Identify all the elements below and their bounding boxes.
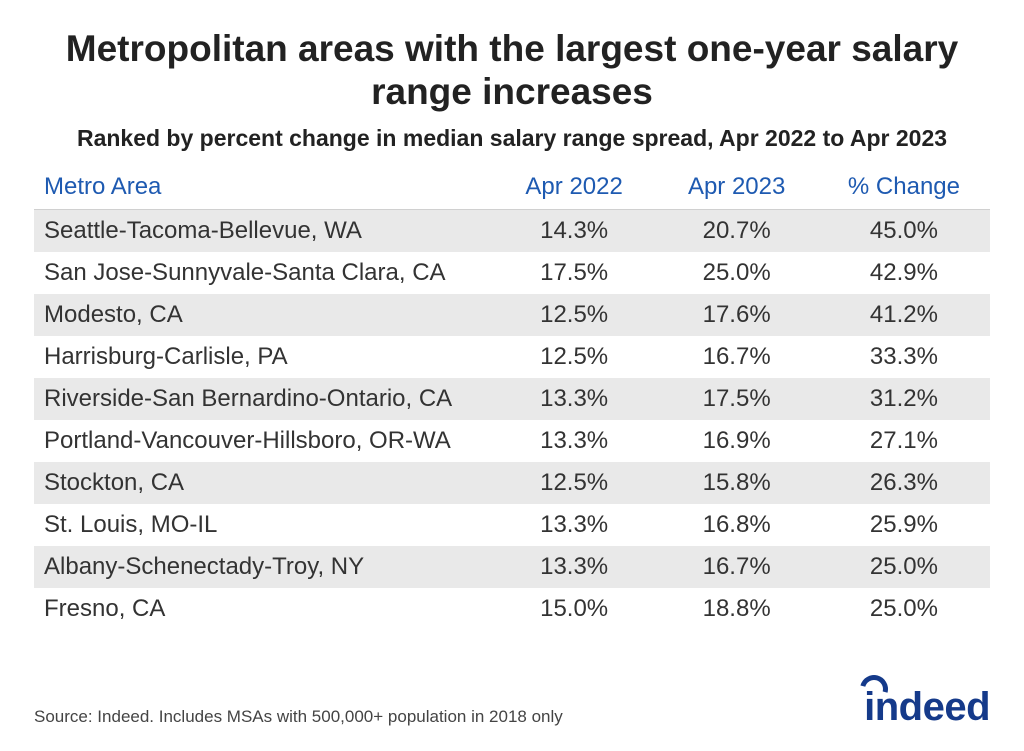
cell-change: 42.9% [818,252,990,294]
table-row: Stockton, CA 12.5% 15.8% 26.3% [34,462,990,504]
cell-apr2022: 13.3% [493,378,656,420]
table-body: Seattle-Tacoma-Bellevue, WA 14.3% 20.7% … [34,209,990,630]
cell-apr2023: 18.8% [655,588,818,630]
cell-apr2023: 16.8% [655,504,818,546]
indeed-logo: indeed [864,681,990,727]
table-row: Fresno, CA 15.0% 18.8% 25.0% [34,588,990,630]
cell-apr2022: 17.5% [493,252,656,294]
table-row: Harrisburg-Carlisle, PA 12.5% 16.7% 33.3… [34,336,990,378]
cell-metro: Modesto, CA [34,294,493,336]
table-row: Portland-Vancouver-Hillsboro, OR-WA 13.3… [34,420,990,462]
cell-apr2023: 15.8% [655,462,818,504]
cell-metro: Harrisburg-Carlisle, PA [34,336,493,378]
cell-metro: Portland-Vancouver-Hillsboro, OR-WA [34,420,493,462]
table-row: Riverside-San Bernardino-Ontario, CA 13.… [34,378,990,420]
cell-apr2022: 12.5% [493,336,656,378]
cell-change: 26.3% [818,462,990,504]
source-note: Source: Indeed. Includes MSAs with 500,0… [34,707,563,727]
cell-apr2023: 25.0% [655,252,818,294]
cell-metro: Fresno, CA [34,588,493,630]
cell-apr2023: 16.9% [655,420,818,462]
cell-apr2022: 12.5% [493,462,656,504]
cell-change: 33.3% [818,336,990,378]
cell-apr2023: 16.7% [655,336,818,378]
cell-change: 25.0% [818,546,990,588]
col-header-change: % Change [818,167,990,210]
cell-apr2023: 17.6% [655,294,818,336]
cell-apr2022: 13.3% [493,420,656,462]
table-row: San Jose-Sunnyvale-Santa Clara, CA 17.5%… [34,252,990,294]
cell-apr2023: 16.7% [655,546,818,588]
table-row: Modesto, CA 12.5% 17.6% 41.2% [34,294,990,336]
cell-metro: St. Louis, MO-IL [34,504,493,546]
cell-change: 41.2% [818,294,990,336]
cell-apr2022: 13.3% [493,546,656,588]
cell-metro: Stockton, CA [34,462,493,504]
page-title: Metropolitan areas with the largest one-… [34,28,990,113]
cell-change: 31.2% [818,378,990,420]
cell-metro: Seattle-Tacoma-Bellevue, WA [34,209,493,252]
cell-change: 25.9% [818,504,990,546]
cell-apr2022: 13.3% [493,504,656,546]
col-header-metro: Metro Area [34,167,493,210]
cell-metro: Albany-Schenectady-Troy, NY [34,546,493,588]
salary-table: Metro Area Apr 2022 Apr 2023 % Change Se… [34,167,990,630]
cell-apr2023: 17.5% [655,378,818,420]
cell-metro: Riverside-San Bernardino-Ontario, CA [34,378,493,420]
cell-apr2022: 14.3% [493,209,656,252]
cell-change: 45.0% [818,209,990,252]
cell-apr2022: 12.5% [493,294,656,336]
page-subtitle: Ranked by percent change in median salar… [34,125,990,153]
cell-metro: San Jose-Sunnyvale-Santa Clara, CA [34,252,493,294]
cell-apr2023: 20.7% [655,209,818,252]
table-row: St. Louis, MO-IL 13.3% 16.8% 25.9% [34,504,990,546]
cell-change: 27.1% [818,420,990,462]
table-row: Albany-Schenectady-Troy, NY 13.3% 16.7% … [34,546,990,588]
table-row: Seattle-Tacoma-Bellevue, WA 14.3% 20.7% … [34,209,990,252]
table-header-row: Metro Area Apr 2022 Apr 2023 % Change [34,167,990,210]
col-header-apr2023: Apr 2023 [655,167,818,210]
cell-apr2022: 15.0% [493,588,656,630]
cell-change: 25.0% [818,588,990,630]
col-header-apr2022: Apr 2022 [493,167,656,210]
